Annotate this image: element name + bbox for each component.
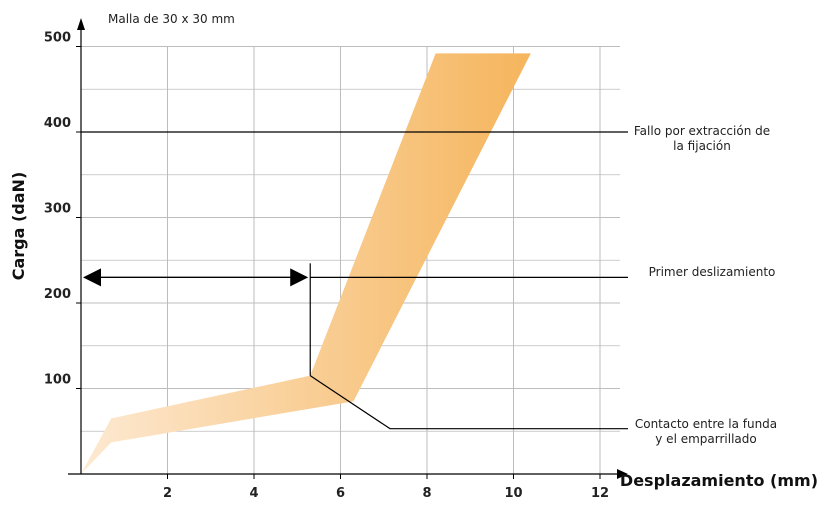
y-tick-label: 500 xyxy=(44,31,71,46)
x-tick-label: 2 xyxy=(163,486,172,501)
y-axis-title: Carga (daN) xyxy=(9,172,28,281)
chart-subtitle: Malla de 30 x 30 mm xyxy=(108,12,235,26)
y-axis-arrowhead xyxy=(77,18,85,30)
failure-annotation-line1: Fallo por extracción de xyxy=(634,124,770,138)
x-tick-label: 8 xyxy=(422,486,431,501)
y-tick-label: 300 xyxy=(44,202,71,217)
slip-arrowhead-left xyxy=(83,268,101,287)
load-band xyxy=(81,53,531,475)
y-tick-label: 100 xyxy=(44,373,71,388)
annotations xyxy=(81,131,628,430)
failure-annotation-line2: la fijación xyxy=(673,139,731,153)
x-tick-label: 12 xyxy=(591,486,609,501)
y-tick-label: 200 xyxy=(44,287,71,302)
contact-annotation-line2: y el emparrillado xyxy=(655,432,756,446)
contact-leader-line xyxy=(309,375,628,430)
axes: 2 4 6 8 10 12 100 200 300 400 500 xyxy=(44,18,628,501)
x-axis-title: Desplazamiento (mm) xyxy=(620,471,818,490)
load-band-area xyxy=(81,53,531,475)
slip-arrowhead-right xyxy=(290,268,309,287)
slip-annotation: Primer deslizamiento xyxy=(649,265,776,279)
x-tick-label: 10 xyxy=(504,486,522,501)
contact-annotation-line1: Contacto entre la funda xyxy=(635,417,777,431)
x-axis-arrowhead xyxy=(617,469,628,479)
x-tick-label: 6 xyxy=(336,486,345,501)
y-tick-label: 400 xyxy=(44,116,71,131)
x-tick-label: 4 xyxy=(249,486,258,501)
